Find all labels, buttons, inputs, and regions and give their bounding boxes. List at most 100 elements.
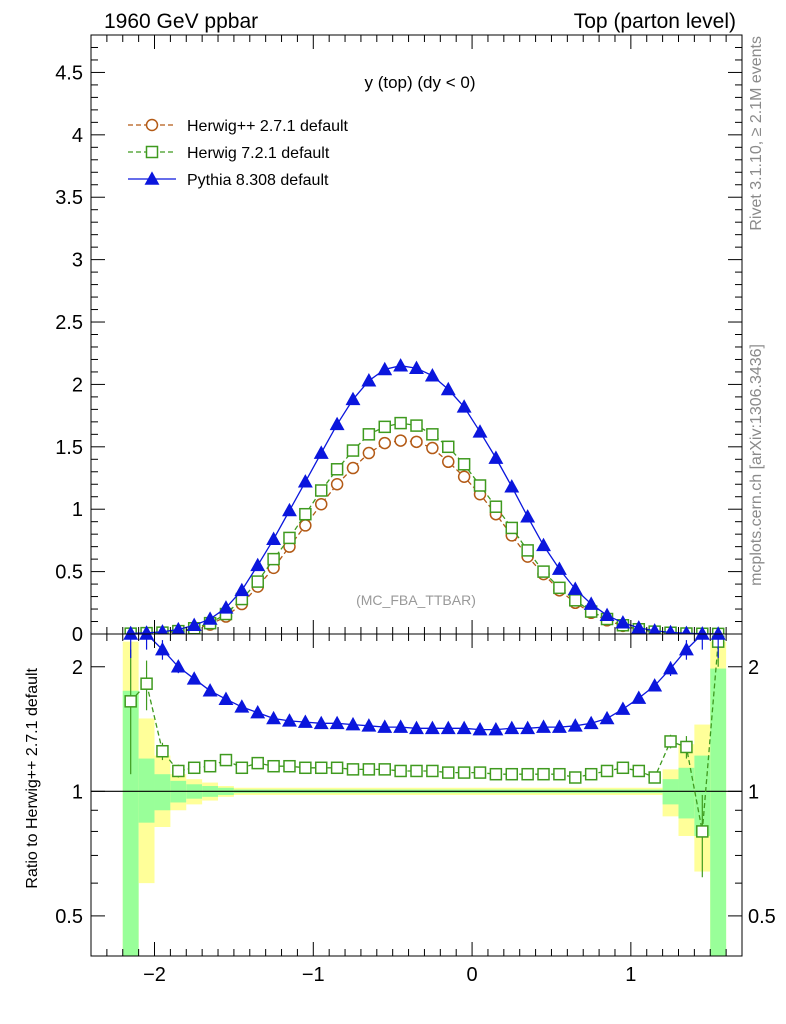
ratio-point-herwig-721 [537,767,550,781]
main-point-pythia-8308 [250,557,266,572]
x-tick-label: −2 [143,964,166,986]
legend-marker-herwig-721 [145,145,159,159]
ratio-point-herwig-721 [330,761,344,775]
main-y-tick-label: 2 [72,374,83,396]
main-point-pythia-8308 [186,617,202,632]
ratio-point-pythia-8308 [345,716,361,731]
main-point-pythia-8308 [329,416,345,431]
main-point-pythia-8308 [488,450,504,464]
ratio-band-inner [678,767,695,819]
main-point-herwigpp-271 [330,478,344,491]
ratio-y-tick-label-right: 1 [748,781,759,803]
main-point-pythia-8308 [297,474,313,488]
ratio-point-herwig-721 [442,766,455,779]
main-point-pythia-8308 [156,624,168,634]
main-point-pythia-8308 [141,625,152,634]
main-point-pythia-8308 [713,626,723,634]
main-point-herwig-721 [457,458,471,471]
main-point-herwigpp-271 [362,446,376,460]
ratio-point-herwig-721 [600,764,614,778]
legend-label-pythia-8308: Pythia 8.308 default [187,172,329,189]
legend: Herwig++ 2.7.1 default Herwig 7.2.1 defau… [128,118,349,189]
ratio-point-herwig-721 [203,759,217,773]
ratio-point-pythia-8308 [186,671,202,685]
main-y-tick-label: 3.5 [55,187,83,209]
main-point-herwigpp-271 [426,441,439,455]
ratio-line-herwig-721 [130,641,719,832]
ratio-point-herwig-721 [664,735,677,748]
ratio-point-pythia-8308 [313,715,329,730]
main-point-pythia-8308 [424,368,440,382]
ratio-y-tick-label: 2 [72,657,83,679]
main-point-herwigpp-271 [457,470,471,484]
main-point-pythia-8308 [551,561,567,575]
ratio-band-inner [154,774,171,811]
main-point-pythia-8308 [361,373,377,387]
main-point-pythia-8308 [665,624,676,634]
main-point-pythia-8308 [599,607,615,622]
main-point-herwig-721 [426,428,439,441]
ratio-point-herwig-721 [172,764,185,778]
header-left: 1960 GeV ppbar [104,10,258,33]
main-panel-title: y (top) (dy < 0) [364,73,475,92]
ratio-point-herwig-721 [473,766,487,779]
main-point-pythia-8308 [456,399,472,413]
main-point-herwig-721 [346,444,360,457]
main-point-pythia-8308 [409,360,424,374]
ratio-point-herwig-721 [283,759,296,773]
main-x-ticks [90,35,743,634]
main-point-pythia-8308 [171,621,186,634]
main-point-herwig-721 [314,484,328,497]
ratio-y-tick-label: 0.5 [55,906,83,928]
mcplots-side-label: mcplots.cern.ch [arXiv:1306.3436] [748,344,765,586]
ratio-point-herwig-721 [426,764,439,778]
main-point-herwigpp-271 [346,461,360,475]
ratio-point-pythia-8308 [663,660,678,675]
main-point-pythia-8308 [345,391,361,406]
main-y-ticks: 0 0.5 1 1.5 2 2.5 3 3.5 4 4.5 [55,34,742,646]
main-point-herwig-721 [410,419,423,432]
ratio-point-pythia-8308 [170,659,186,673]
ratio-point-pythia-8308 [123,634,139,640]
ratio-point-herwig-721 [521,767,534,781]
ratio-point-pythia-8308 [504,720,520,735]
ratio-point-herwig-721 [457,766,471,779]
ratio-point-pythia-8308 [615,701,631,715]
main-point-pythia-8308 [504,479,520,493]
ratio-point-pythia-8308 [202,683,218,697]
ratio-point-herwig-721 [251,756,264,770]
ratio-point-pythia-8308 [139,634,155,640]
ratio-point-pythia-8308 [536,719,551,733]
main-point-herwigpp-271 [314,497,328,511]
main-y-tick-label: 4.5 [55,62,83,84]
main-point-herwig-721 [378,420,391,434]
ratio-point-pythia-8308 [155,642,170,656]
ratio-y-ticks: 0.5 0.5 1 1 2 2 [55,657,776,957]
legend-marker-herwigpp-271 [145,118,159,132]
ratio-point-pythia-8308 [678,642,694,656]
x-tick-label: 1 [625,964,636,986]
ratio-point-herwig-721 [648,771,661,784]
main-point-herwig-721 [251,575,264,588]
ratio-point-pythia-8308 [599,710,615,725]
ratio-point-herwig-721 [314,761,328,775]
ratio-point-herwig-721 [505,767,519,781]
main-point-pythia-8308 [266,531,282,545]
main-y-tick-label: 3 [72,250,83,272]
rivet-side-label: Rivet 3.1.10, ≥ 2.1M events [748,36,765,231]
main-point-pythia-8308 [234,582,250,597]
ratio-point-pythia-8308 [361,718,377,732]
ratio-y-axis-label: Ratio to Herwig++ 2.7.1 default [24,667,41,888]
main-point-herwig-721 [569,594,582,607]
ratio-point-pythia-8308 [440,720,456,735]
main-point-herwig-721 [553,581,566,595]
ratio-point-herwig-721 [553,767,566,781]
main-point-pythia-8308 [681,625,692,634]
analysis-watermark: (MC_FBA_TTBAR) [356,592,476,608]
ratio-point-pythia-8308 [567,718,583,732]
main-y-tick-label: 2.5 [55,312,83,334]
ratio-point-pythia-8308 [282,713,297,727]
ratio-point-pythia-8308 [393,719,409,733]
main-point-herwig-721 [489,500,503,513]
ratio-point-pythia-8308 [583,715,599,730]
